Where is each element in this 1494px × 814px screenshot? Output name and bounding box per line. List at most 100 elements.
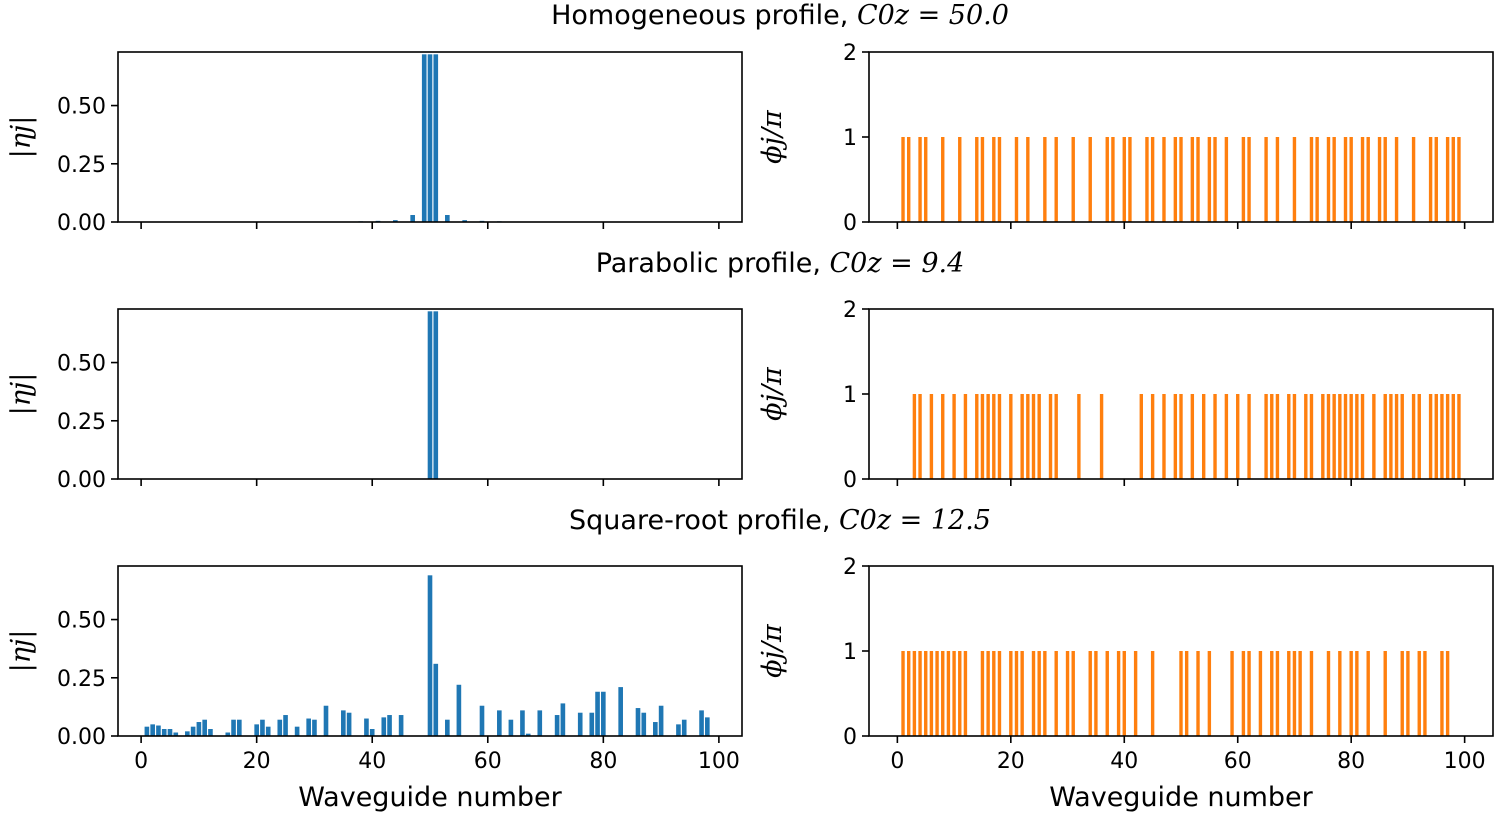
amp-bar-2-29 xyxy=(398,715,404,736)
phase-bar-2-44 xyxy=(1298,651,1302,736)
amp-bar-2-53 xyxy=(699,710,704,736)
amp-xtick-label-2-4: 80 xyxy=(589,749,617,774)
phase-bar-2-31 xyxy=(1150,651,1155,736)
amp-xtick-label-2-3: 60 xyxy=(474,749,502,774)
phase-bar-1-30 xyxy=(1247,394,1251,479)
phase-bar-2-32 xyxy=(1179,651,1183,736)
phase-bar-0-37 xyxy=(1326,137,1331,222)
phase-bar-1-13 xyxy=(1026,394,1030,479)
phase-bar-0-24 xyxy=(1179,137,1183,222)
phase-bar-1-58 xyxy=(1457,394,1461,479)
phase-bar-0-8 xyxy=(992,137,996,222)
phase-bar-0-43 xyxy=(1377,137,1382,222)
phase-bar-2-34 xyxy=(1196,651,1200,736)
phase-bar-1-39 xyxy=(1326,394,1331,479)
amp-bar-2-0 xyxy=(144,726,150,736)
amp-bar-2-36 xyxy=(508,719,514,736)
phase-bar-0-7 xyxy=(980,137,985,222)
phase-bar-0-3 xyxy=(924,137,928,222)
phase-ytick-label-2-1: 1 xyxy=(843,640,857,665)
phase-bar-1-47 xyxy=(1383,394,1387,479)
phase-bar-2-9 xyxy=(952,651,956,736)
phase-bar-0-25 xyxy=(1190,137,1195,222)
amp-ylabel-1: |ηj| xyxy=(6,373,37,416)
phase-bar-2-36 xyxy=(1230,651,1234,736)
amp-bar-2-35 xyxy=(497,710,502,736)
phase-bar-1-43 xyxy=(1349,394,1353,479)
phase-bar-0-22 xyxy=(1162,137,1166,222)
amp-bar-2-42 xyxy=(577,712,583,736)
amp-bar-2-37 xyxy=(520,710,525,736)
phase-bar-0-0 xyxy=(901,137,905,222)
phase-bar-0-49 xyxy=(1445,137,1450,222)
phase-bar-2-2 xyxy=(912,651,917,736)
amp-axes-frame-1 xyxy=(117,308,743,480)
phase-bar-1-55 xyxy=(1440,394,1444,479)
phase-ytick-label-0-2: 2 xyxy=(843,41,857,66)
phase-bar-2-47 xyxy=(1338,651,1342,736)
phase-bar-0-9 xyxy=(997,137,1002,222)
phase-panel-parabolic: 0 1 2 ϕj/π xyxy=(757,298,1494,493)
phase-bar-2-55 xyxy=(1423,651,1427,736)
phase-bar-1-50 xyxy=(1400,394,1404,479)
phase-bar-2-43 xyxy=(1292,651,1297,736)
phase-bar-2-29 xyxy=(1122,651,1126,736)
phase-bar-0-16 xyxy=(1105,137,1109,222)
amp-bar-2-14 xyxy=(254,724,259,736)
phase-ylabel-1: ϕj/π xyxy=(757,366,788,421)
phase-bar-1-3 xyxy=(941,394,945,479)
phase-bar-2-15 xyxy=(997,651,1002,736)
phase-bar-2-40 xyxy=(1270,651,1274,736)
phase-bar-2-4 xyxy=(924,651,928,736)
phase-bar-2-1 xyxy=(907,651,911,736)
phase-bar-0-33 xyxy=(1275,137,1280,222)
amplitude-panel-square-root: 0.00 0.25 0.50 0 20 40 60 80 100 |ηj| xyxy=(6,565,743,774)
phase-bar-1-5 xyxy=(963,394,968,479)
amp-bar-2-26 xyxy=(369,729,375,736)
phase-bar-2-26 xyxy=(1094,651,1098,736)
amp-bar-2-50 xyxy=(658,705,664,736)
phase-bar-1-17 xyxy=(1054,394,1058,479)
phase-bar-1-38 xyxy=(1321,394,1325,479)
amp-xtick-label-2-2: 40 xyxy=(358,749,386,774)
phase-bar-1-57 xyxy=(1451,394,1455,479)
phase-bar-2-48 xyxy=(1349,651,1353,736)
phase-bar-0-45 xyxy=(1394,137,1399,222)
phase-bar-1-37 xyxy=(1309,394,1314,479)
phase-bar-2-30 xyxy=(1133,651,1138,736)
phase-bar-1-24 xyxy=(1179,394,1183,479)
phase-bar-1-8 xyxy=(986,394,990,479)
amp-ytick-label-1-1: 0.25 xyxy=(57,410,106,435)
phase-bar-0-6 xyxy=(975,137,979,222)
phase-bar-0-21 xyxy=(1150,137,1155,222)
phase-bar-0-47 xyxy=(1428,137,1433,222)
amp-bar-0-8 xyxy=(445,215,450,222)
phase-bar-1-19 xyxy=(1099,394,1104,479)
amp-bar-2-30 xyxy=(427,575,433,736)
amp-bar-2-45 xyxy=(601,691,606,736)
phase-bar-1-41 xyxy=(1338,394,1342,479)
phase-bar-2-46 xyxy=(1326,651,1331,736)
phase-bar-1-0 xyxy=(912,394,917,479)
phase-bar-2-8 xyxy=(946,651,951,736)
amp-bar-2-19 xyxy=(294,726,300,736)
phase-ytick-label-0-1: 1 xyxy=(843,126,857,151)
phase-bar-0-46 xyxy=(1411,137,1416,222)
phase-bar-1-4 xyxy=(952,394,956,479)
phase-bar-0-35 xyxy=(1309,137,1314,222)
phase-bar-1-48 xyxy=(1389,394,1393,479)
phase-bar-2-3 xyxy=(918,651,922,736)
phase-bar-0-2 xyxy=(918,137,922,222)
amp-bar-2-2 xyxy=(156,725,161,736)
phase-bar-1-1 xyxy=(918,394,922,479)
phase-bar-2-19 xyxy=(1031,651,1036,736)
amp-bar-1-0 xyxy=(427,311,433,479)
amp-bar-2-8 xyxy=(196,722,202,736)
amp-bar-2-21 xyxy=(312,719,317,736)
phase-bar-0-17 xyxy=(1111,137,1115,222)
amp-ylabel-2: |ηj| xyxy=(6,630,37,673)
amp-bar-2-34 xyxy=(479,705,485,736)
amp-bar-2-16 xyxy=(265,726,271,736)
amp-bar-2-38 xyxy=(525,733,531,736)
phase-bar-0-48 xyxy=(1434,137,1438,222)
